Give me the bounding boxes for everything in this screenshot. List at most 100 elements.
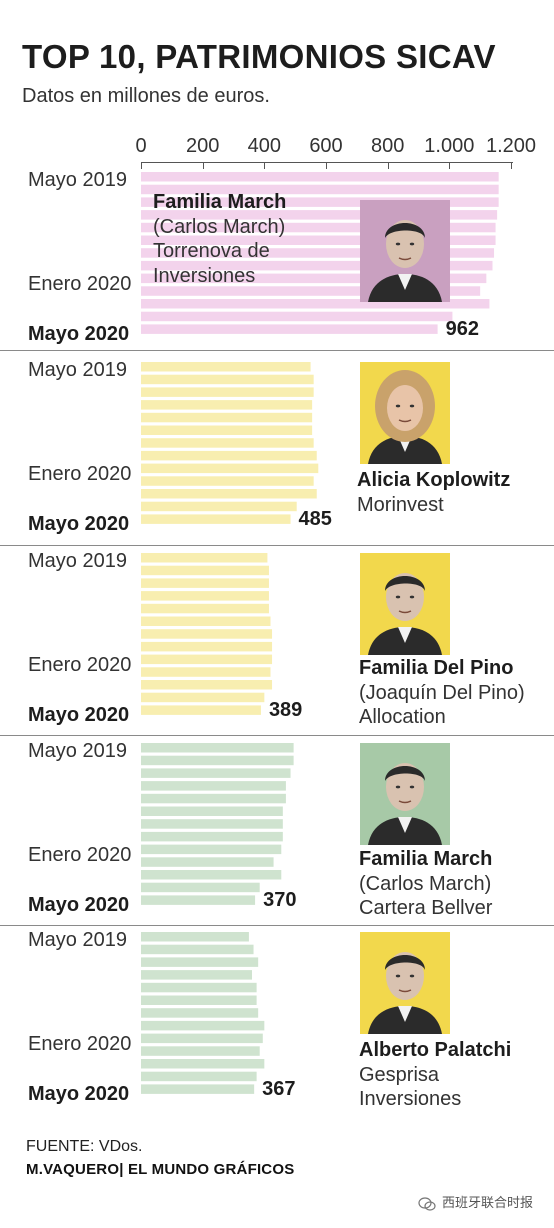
bar-p2-6 <box>141 425 313 435</box>
bar-p5-11 <box>141 1059 265 1069</box>
chart-title: TOP 10, PATRIMONIOS SICAV <box>22 38 496 75</box>
bar-p4-2 <box>141 755 294 766</box>
period-label: Mayo 2020 <box>28 1083 130 1105</box>
bar-p4-9 <box>141 844 282 855</box>
bar-p5-1 <box>141 932 249 942</box>
bar-p3-9 <box>141 654 273 665</box>
bar-p3-3 <box>141 578 269 588</box>
bar-p3-7 <box>141 629 273 639</box>
bar-p4-1 <box>141 743 294 753</box>
period-label: Mayo 2019 <box>28 169 127 191</box>
panel-separator <box>0 545 554 546</box>
final-value-label: 962 <box>445 318 479 341</box>
watermark-text: 西班牙联合时报 <box>442 1195 534 1210</box>
x-tick-mark <box>326 163 327 169</box>
source-note: FUENTE: VDos. <box>26 1138 143 1155</box>
bar-p5-10 <box>141 1046 260 1056</box>
owner-label: Familia March (Carlos March) Cartera Bellv… <box>359 847 492 921</box>
x-axis-line <box>141 162 513 163</box>
owner-detail: Allocation <box>359 706 446 728</box>
period-label: Mayo 2020 <box>28 323 130 345</box>
owner-label: Familia March (Carlos March) Torrenova de I… <box>153 190 286 288</box>
bar-p5-7 <box>141 1008 259 1018</box>
bar-p4-11 <box>141 870 282 880</box>
bar-p5-5 <box>141 982 257 993</box>
bar-p2-7 <box>141 438 314 448</box>
bar-p2-9 <box>141 463 319 474</box>
man-portrait-icon <box>360 200 450 302</box>
final-value-label: 370 <box>263 889 297 912</box>
chart-subtitle: Datos en millones de euros. <box>22 85 270 107</box>
bar-p2-1 <box>141 362 311 372</box>
bar-p2-5 <box>141 412 313 423</box>
owner-label: Alicia Koplowitz Morinvest <box>357 468 510 517</box>
period-label: Mayo 2020 <box>28 894 130 916</box>
owner-name: Familia March <box>153 191 287 213</box>
bar-p1-7 <box>141 248 495 258</box>
bar-p2-11 <box>141 489 317 499</box>
period-label: Mayo 2019 <box>28 740 127 762</box>
bar-p3-13 <box>141 705 261 715</box>
bar-p3-8 <box>141 641 273 652</box>
bar-p5-2 <box>141 944 254 955</box>
owner-detail: Inversiones <box>359 1088 462 1110</box>
x-tick-label: 400 <box>247 135 282 157</box>
bar-p4-6 <box>141 806 283 816</box>
bar-p1-10 <box>141 286 481 296</box>
final-value-label: 389 <box>268 699 303 722</box>
bar-p4-10 <box>141 857 274 867</box>
period-label: Mayo 2019 <box>28 550 127 572</box>
bar-p1-8 <box>141 260 493 271</box>
x-tick-mark <box>202 163 204 169</box>
watermark: 西班牙联合时报 <box>418 1192 533 1211</box>
credit-line: M.VAQUERO| EL MUNDO GRÁFICOS <box>26 1161 295 1178</box>
bar-p1-5 <box>141 222 496 233</box>
owner-detail: Morinvest <box>357 493 444 516</box>
panel-separator <box>0 350 554 351</box>
bar-p1-9 <box>141 273 487 284</box>
owner-detail: Gesprisa <box>359 1063 440 1086</box>
man-portrait-icon <box>360 932 450 1034</box>
bar-p2-3 <box>141 387 314 397</box>
period-label: Mayo 2020 <box>28 513 130 535</box>
owner-name: Alicia Koplowitz <box>357 469 511 491</box>
bar-p3-11 <box>141 680 273 690</box>
bar-chart <box>141 172 499 1094</box>
bar-p3-2 <box>141 565 269 576</box>
bar-p3-1 <box>141 553 268 563</box>
man-portrait-icon <box>360 743 450 845</box>
owner-detail: (Carlos March) <box>359 872 492 895</box>
x-tick-mark <box>511 163 512 169</box>
bar-p5-8 <box>141 1020 265 1031</box>
x-tick-label: 600 <box>309 135 343 157</box>
bar-p4-4 <box>141 781 286 791</box>
woman-portrait-icon <box>360 362 450 464</box>
bar-p1-4 <box>141 210 498 220</box>
owner-name: Familia Del Pino <box>359 657 514 679</box>
bar-p2-8 <box>141 450 317 461</box>
bar-p4-12 <box>141 882 260 893</box>
x-tick-label: 800 <box>370 135 405 157</box>
x-axis-tick-labels: 0 200 400 600 800 1.000 1.200 <box>0 135 554 165</box>
bar-p5-4 <box>141 970 252 980</box>
owner-label: Alberto Palatchi Gesprisa Inversiones <box>359 1038 511 1112</box>
period-label: Mayo 2020 <box>28 704 130 726</box>
bar-p5-13 <box>141 1084 255 1094</box>
period-label: Mayo 2019 <box>28 359 127 381</box>
bar-p1-13 <box>141 324 438 334</box>
bar-p4-7 <box>141 819 283 829</box>
x-tick-label: 0 <box>135 135 147 157</box>
bar-p4-13 <box>141 895 256 905</box>
bar-p3-10 <box>141 667 271 677</box>
panel-separator <box>0 735 554 736</box>
x-tick-mark <box>264 163 266 169</box>
bar-p4-3 <box>141 768 291 778</box>
owner-name: Familia March <box>359 848 493 870</box>
bar-p2-13 <box>141 514 291 524</box>
x-tick-mark <box>387 163 389 169</box>
owner-detail: (Carlos March) <box>153 215 286 238</box>
bar-p5-6 <box>141 995 257 1005</box>
bar-p2-10 <box>141 476 314 486</box>
bar-p2-12 <box>141 501 297 512</box>
period-label: Enero 2020 <box>28 654 132 676</box>
